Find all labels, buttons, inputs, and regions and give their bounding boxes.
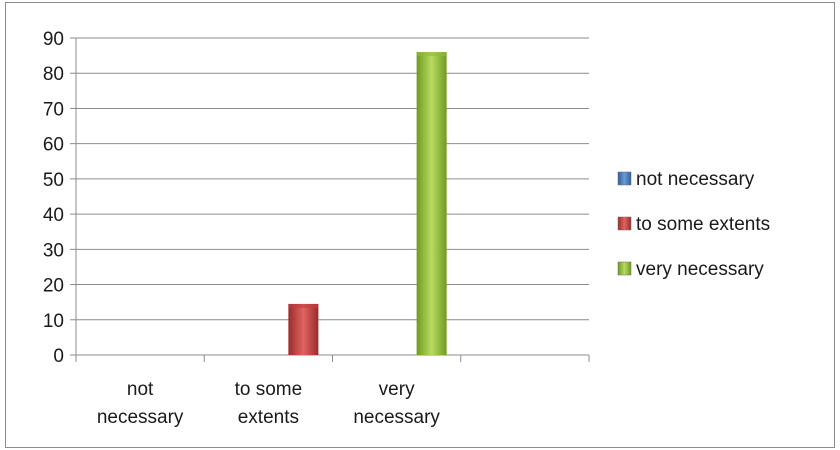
y-tick-label: 50 bbox=[43, 170, 64, 191]
y-tick-label: 60 bbox=[43, 135, 64, 156]
y-tick-label: 40 bbox=[43, 205, 64, 226]
category-label: very necessary bbox=[353, 379, 440, 428]
y-tick-label: 0 bbox=[53, 346, 64, 367]
axes bbox=[70, 37, 590, 362]
legend-label: to some extents bbox=[636, 214, 770, 235]
legend: not necessary to some extents very necessa… bbox=[617, 169, 770, 280]
bar-bevel bbox=[416, 52, 447, 57]
legend-swatch bbox=[617, 261, 632, 276]
y-tick-label: 30 bbox=[43, 240, 64, 261]
category-label: not necessary bbox=[97, 379, 184, 428]
y-tick-label: 10 bbox=[43, 311, 64, 332]
bar-to-some-extents bbox=[288, 303, 319, 355]
legend-swatch bbox=[617, 171, 632, 186]
legend-label: not necessary bbox=[636, 169, 755, 190]
bar-bevel bbox=[288, 303, 319, 308]
chart-frame: 0 10 20 30 40 50 60 70 80 90 not necessary to some e… bbox=[5, 2, 835, 448]
gridlines bbox=[76, 37, 589, 321]
category-labels: not necessary to some extents very necessary bbox=[97, 379, 441, 428]
bar-chart: 0 10 20 30 40 50 60 70 80 90 not necessary to some e… bbox=[43, 29, 770, 428]
legend-label: very necessary bbox=[636, 259, 764, 280]
y-tick-label: 90 bbox=[43, 29, 64, 50]
legend-swatch bbox=[617, 216, 632, 231]
y-tick-labels: 0 10 20 30 40 50 60 70 80 90 bbox=[43, 29, 64, 367]
bars bbox=[288, 52, 447, 355]
y-tick-label: 70 bbox=[43, 99, 64, 120]
bar-very-necessary bbox=[416, 52, 447, 355]
category-label: to some extents bbox=[235, 379, 303, 428]
y-tick-label: 80 bbox=[43, 64, 64, 85]
y-tick-label: 20 bbox=[43, 276, 64, 297]
